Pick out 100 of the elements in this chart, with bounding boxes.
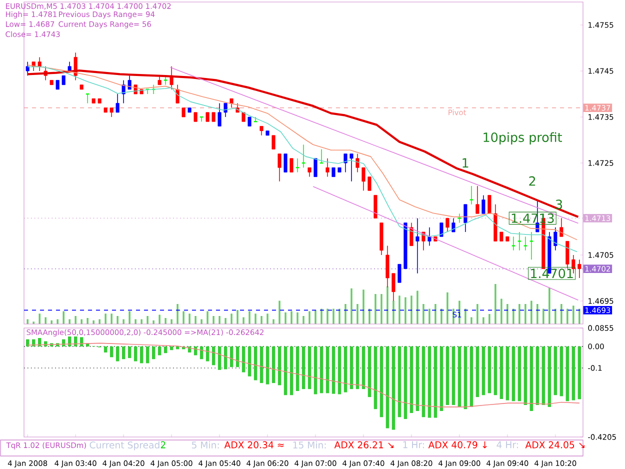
bar bbox=[446, 346, 450, 406]
bar bbox=[302, 346, 306, 390]
candlestick bbox=[224, 102, 228, 118]
candlestick bbox=[529, 232, 534, 260]
candlestick bbox=[344, 153, 348, 173]
text: ADX 24.05 ↘ bbox=[525, 441, 584, 448]
text: Current Spread: bbox=[90, 441, 162, 450]
candlestick bbox=[242, 112, 246, 122]
candlestick bbox=[128, 75, 132, 90]
bar bbox=[542, 346, 546, 406]
candlestick bbox=[517, 232, 522, 251]
candlestick bbox=[314, 158, 318, 178]
candlestick bbox=[110, 107, 114, 118]
annotation: 1.4701 bbox=[531, 268, 573, 278]
bar bbox=[464, 346, 468, 410]
bar bbox=[284, 346, 288, 396]
candlestick bbox=[554, 227, 558, 251]
bar bbox=[506, 346, 510, 400]
bar bbox=[572, 346, 576, 400]
bar bbox=[104, 346, 108, 352]
candlestick bbox=[523, 236, 528, 251]
bar bbox=[260, 346, 264, 384]
bar bbox=[320, 346, 324, 394]
annotation: 2 bbox=[529, 176, 536, 186]
candlestick bbox=[440, 222, 444, 237]
bar bbox=[368, 346, 372, 398]
bar bbox=[422, 346, 426, 418]
line-series bbox=[27, 342, 580, 408]
candlestick bbox=[26, 61, 30, 76]
bar bbox=[248, 346, 252, 376]
candlestick bbox=[290, 158, 294, 173]
bar bbox=[488, 346, 492, 394]
text: ADX 20.34 ≈ bbox=[224, 441, 284, 448]
candlestick bbox=[572, 254, 576, 274]
candlestick bbox=[560, 218, 564, 237]
candlestick bbox=[452, 218, 456, 232]
bar bbox=[374, 346, 378, 410]
candlestick bbox=[278, 153, 282, 182]
bar bbox=[326, 346, 330, 394]
bar bbox=[278, 346, 282, 386]
candlestick bbox=[308, 167, 312, 178]
bar bbox=[392, 346, 396, 430]
bar bbox=[518, 346, 522, 402]
candlestick bbox=[194, 112, 198, 122]
bar bbox=[530, 346, 534, 412]
candlestick bbox=[362, 167, 366, 191]
bar bbox=[416, 346, 420, 412]
candlestick bbox=[350, 153, 354, 182]
text: ADX 26.21 ↘ bbox=[334, 441, 394, 448]
bar bbox=[428, 346, 432, 418]
bar bbox=[332, 346, 336, 394]
candlestick bbox=[428, 227, 432, 246]
bar bbox=[566, 346, 570, 402]
bar bbox=[398, 346, 402, 418]
bar bbox=[440, 346, 444, 412]
bar bbox=[296, 346, 300, 392]
bar bbox=[578, 346, 582, 400]
bar bbox=[536, 346, 540, 406]
annotation: 10pips profit bbox=[484, 132, 562, 145]
bar bbox=[560, 346, 564, 396]
candlestick bbox=[182, 107, 186, 118]
bar bbox=[272, 346, 276, 384]
candlestick bbox=[260, 126, 264, 136]
candlestick bbox=[356, 153, 360, 173]
bar bbox=[494, 346, 498, 396]
bar bbox=[338, 346, 342, 394]
text: 5 Min: bbox=[192, 441, 219, 448]
text: 1 Hr: bbox=[403, 441, 424, 448]
candlestick bbox=[368, 176, 372, 191]
bar bbox=[158, 346, 162, 356]
bar bbox=[344, 346, 348, 392]
bar bbox=[362, 346, 366, 390]
bar bbox=[152, 346, 156, 360]
annotation: 3 bbox=[556, 200, 562, 210]
candlestick bbox=[218, 102, 222, 127]
text: 2 bbox=[160, 441, 166, 448]
candlestick bbox=[248, 116, 252, 127]
bar bbox=[224, 346, 228, 370]
candlestick bbox=[566, 240, 570, 270]
bar bbox=[134, 346, 138, 362]
bar bbox=[470, 346, 474, 407]
text: 4 Hr: bbox=[496, 441, 518, 448]
candlestick bbox=[56, 80, 60, 90]
candlestick bbox=[511, 236, 516, 251]
candlestick bbox=[116, 94, 120, 113]
bar bbox=[308, 346, 312, 390]
candlestick bbox=[326, 158, 330, 178]
candlestick bbox=[457, 213, 462, 224]
bar bbox=[140, 346, 144, 364]
bar bbox=[290, 346, 294, 396]
bar bbox=[110, 346, 114, 358]
candlestick bbox=[332, 167, 336, 178]
annotation: 1 bbox=[462, 158, 468, 168]
text: 15 Min: bbox=[293, 441, 326, 448]
bar bbox=[314, 346, 318, 394]
bar bbox=[128, 346, 132, 358]
candlestick bbox=[482, 194, 486, 214]
bar bbox=[122, 346, 126, 360]
candlestick bbox=[38, 56, 42, 72]
candlestick bbox=[446, 218, 450, 232]
